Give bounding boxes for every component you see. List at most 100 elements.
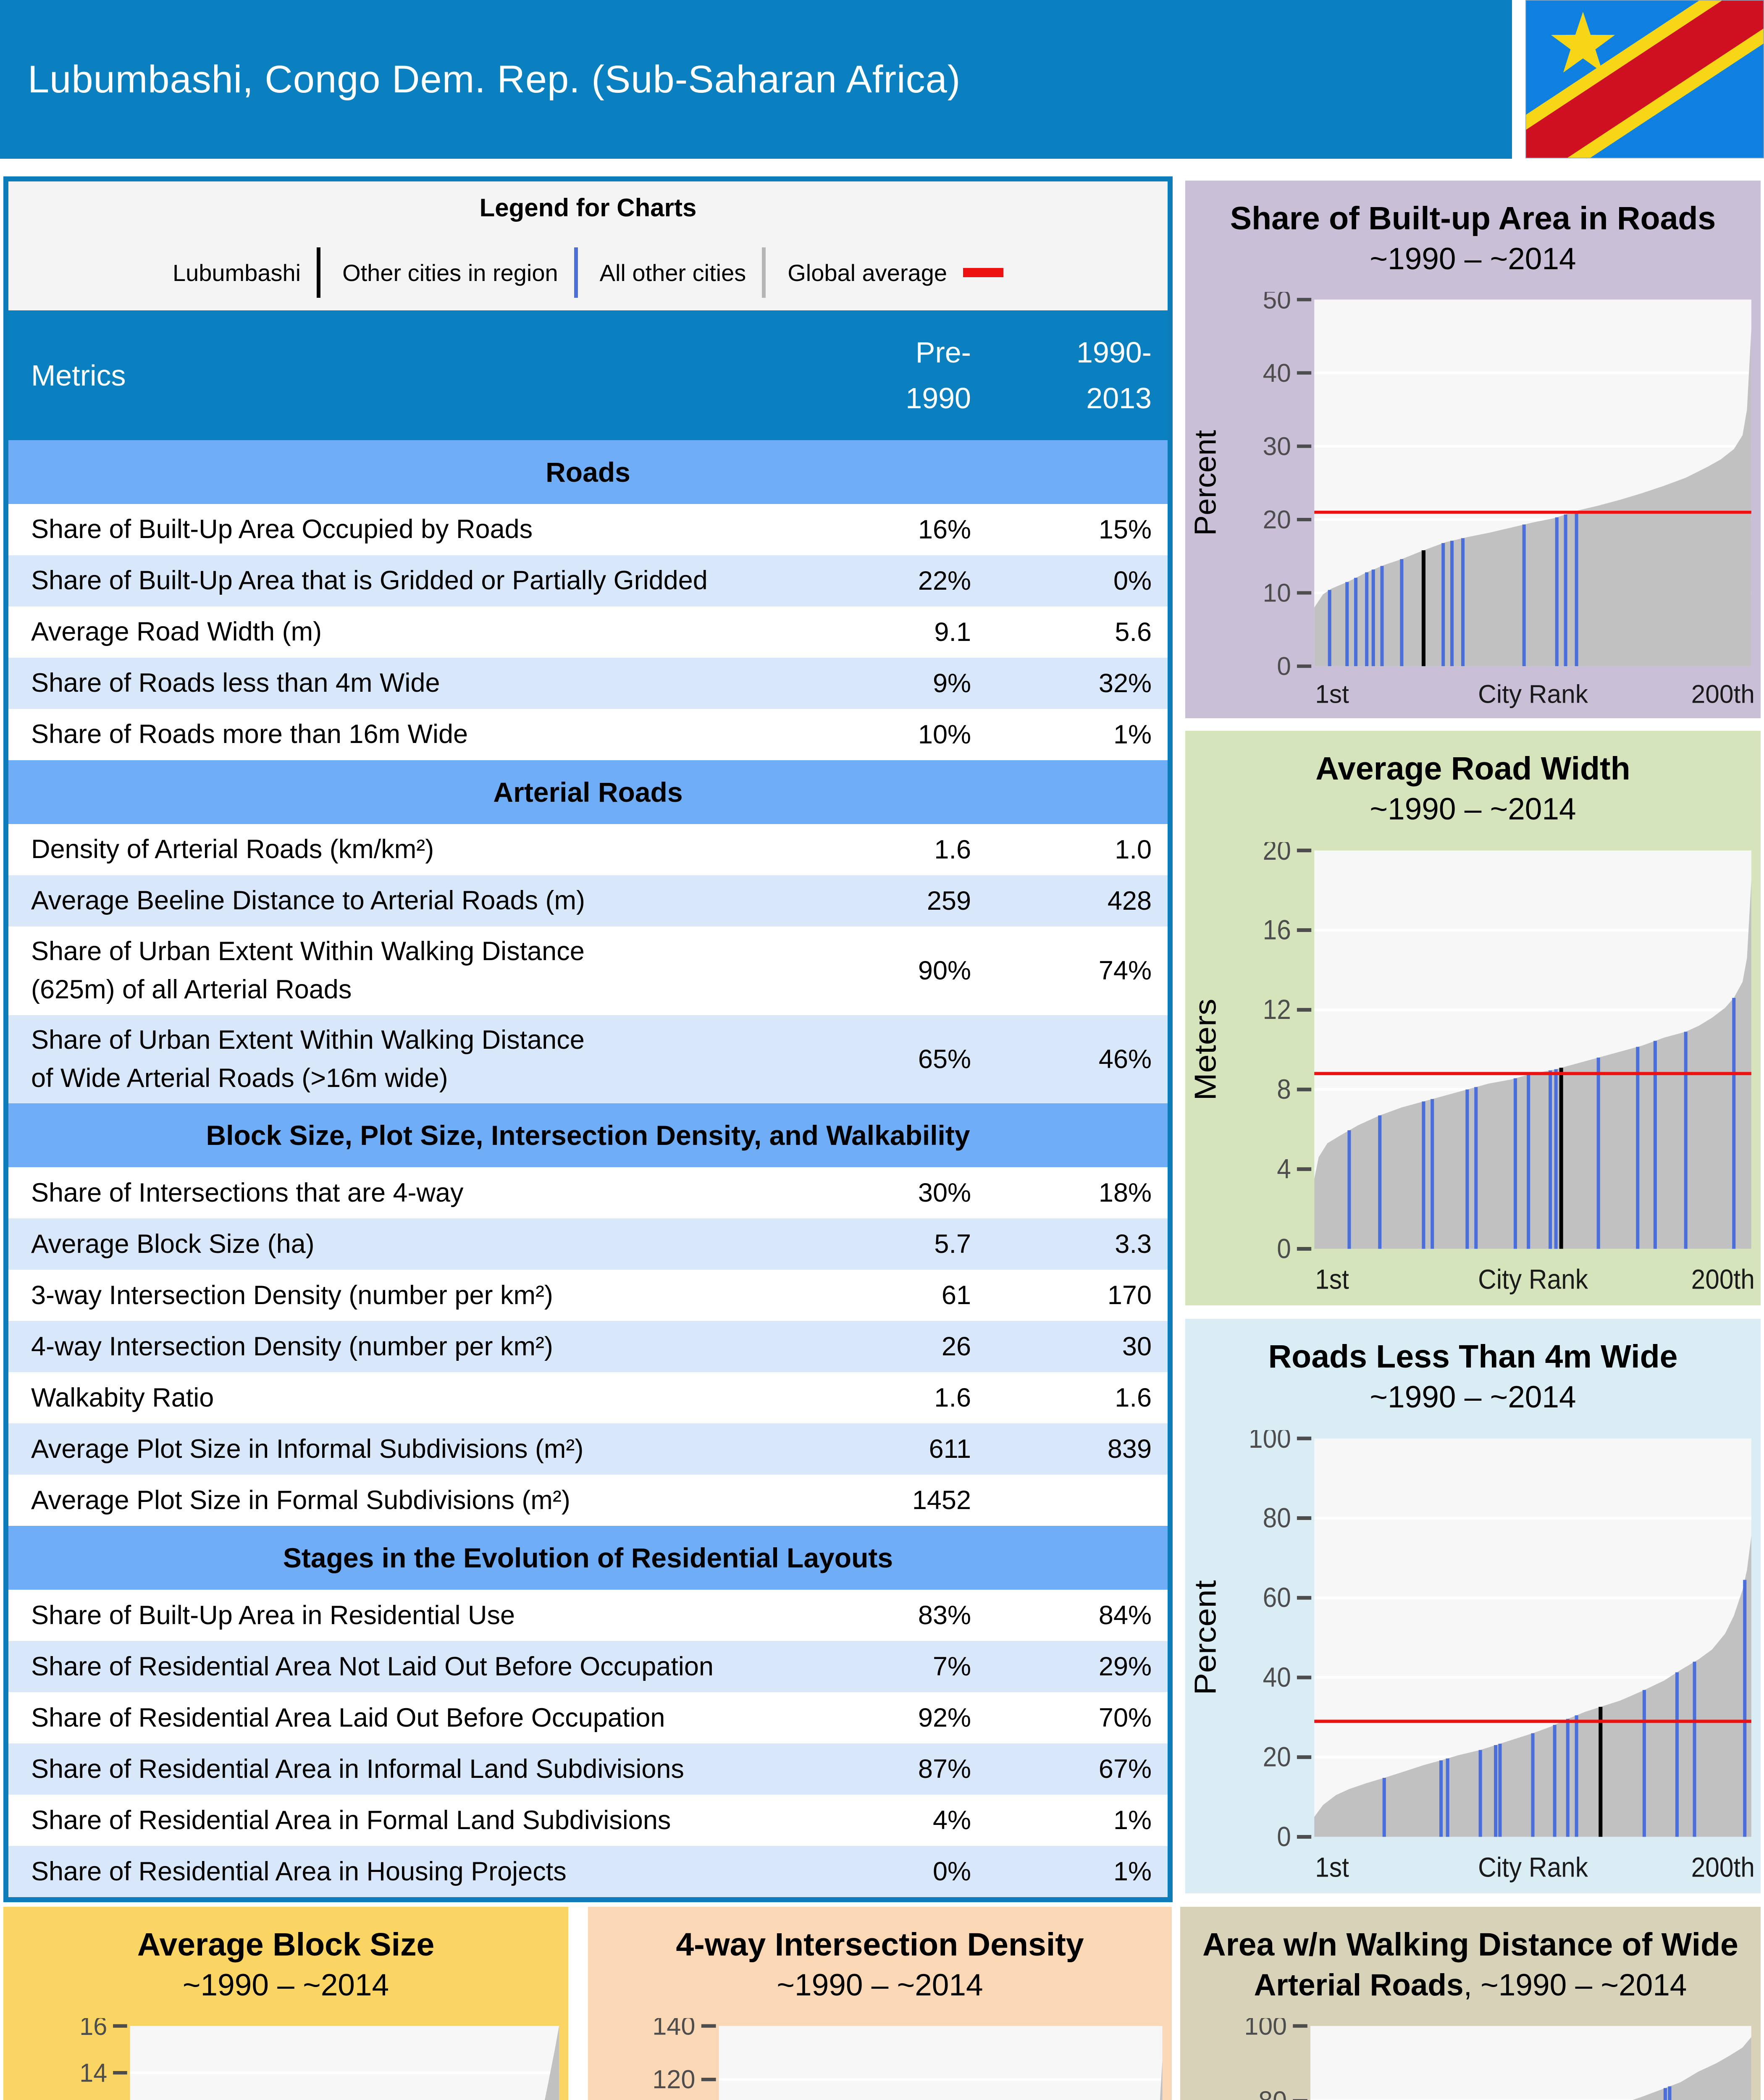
row-label: 3-way Intersection Density (number per k… [31,1280,553,1310]
table-row: Average Road Width (m) 9.1 5.6 [8,606,1168,658]
row-label: Density of Arterial Roads (km/km²) [31,835,434,864]
value-1990-2013: 15% [1098,515,1152,544]
chart-title-line1: Average Road Width [1315,751,1630,787]
row-label: Share of Built-Up Area that is Gridded o… [31,566,708,596]
header-bar: Lubumbashi, Congo Dem. Rep. (Sub-Saharan… [0,0,1512,159]
chart-subtitle: ~1990 – ~2014 [588,1966,1172,2006]
row-label: Share of Residential Area Laid Out Befor… [31,1703,665,1732]
table-row: Share of Roads more than 16m Wide 10% 1% [8,709,1168,760]
row-label: Share of Roads less than 4m Wide [31,668,440,698]
chart-average-block-size: Average Block Size~1990 – ~2014024681012… [3,1907,568,2100]
svg-text:100: 100 [1249,1430,1291,1454]
value-pre-1990: 87% [918,1754,971,1784]
row-label: Share of Built-Up Area in Residential Us… [31,1600,515,1630]
row-label: Share of Residential Area in Housing Pro… [31,1856,567,1886]
value-1990-2013: 1% [1113,720,1152,749]
svg-text:4: 4 [1277,1154,1291,1184]
black-bar-icon [317,247,321,298]
row-label: Share of Residential Area in Informal La… [31,1754,684,1784]
row-label: Walkabity Ratio [31,1383,214,1412]
table-row: 3-way Intersection Density (number per k… [8,1270,1168,1321]
legend-label: All other cities [599,259,746,286]
table-row: Density of Arterial Roads (km/km²) 1.6 1.0 [8,824,1168,875]
legend-label: Lubumbashi [172,259,301,286]
chart-title: 4-way Intersection Density ~1990 – ~2014 [588,1907,1172,2018]
chart-4way-intersection-density: 4-way Intersection Density~1990 – ~20140… [588,1907,1172,2100]
svg-text:14: 14 [79,2058,107,2087]
red-dash-icon [963,268,1004,277]
value-1990-2013: 84% [1098,1601,1152,1630]
chart-year-range: ~1990 – ~2014 [1370,1380,1576,1415]
chart-title: Average Road Width ~1990 – ~2014 [1185,731,1761,842]
legend-item-black-bar: Lubumbashi [172,247,321,298]
row-label: Share of Intersections that are 4-way [31,1178,464,1208]
value-pre-1990: 61 [941,1281,971,1310]
svg-text:10: 10 [1263,578,1291,607]
value-pre-1990: 259 [927,886,971,916]
legend-label: Global average [788,259,948,286]
value-1990-2013: 170 [1107,1281,1152,1310]
svg-text:200th: 200th [1691,1852,1755,1883]
table-row: 4-way Intersection Density (number per k… [8,1321,1168,1373]
chart-roads-less-than-4m-wide: Roads Less Than 4m Wide ~1990 – ~2014 0 20 4… [1185,1319,1761,1893]
svg-text:40: 40 [1263,1662,1291,1693]
row-label: Share of Roads more than 16m Wide [31,719,468,749]
svg-text:120: 120 [652,2065,695,2094]
table-row: Share of Urban Extent Within Walking Dis… [8,1015,1168,1104]
table-row: Average Plot Size in Informal Subdivisio… [8,1423,1168,1475]
table-row: Share of Roads less than 4m Wide 9% 32% [8,658,1168,709]
row-label: Average Beeline Distance to Arterial Roa… [31,886,585,916]
svg-text:80: 80 [1258,2086,1287,2100]
svg-text:200th: 200th [1691,1264,1755,1295]
blue-bar-icon [574,247,578,298]
section-header: Roads [8,440,1168,504]
chart-plot-area: 0 20 40 60 80 100 1st City Rank 200th Percent [1185,1430,1761,1893]
chart-plot-area: 0 10 20 30 40 50 1st City Rank 200th Percent [1185,292,1761,718]
chart-plot-area: 02468101214161stCity Rank200thHectares [3,2018,568,2100]
chart-plot-area: 0204060801001201401stCity Rank200thNumbe… [588,2018,1172,2100]
value-1990-2013: 1.0 [1115,835,1152,864]
table-row: Share of Residential Area Not Laid Out B… [8,1641,1168,1693]
chart-title: Area w/n Walking Distance of Wide Arteria… [1180,1907,1761,2018]
chart-subtitle: ~1990 – ~2014 [1185,1378,1761,1418]
chart-title-line1: Area w/n Walking Distance of Wide [1202,1927,1738,1963]
value-pre-1990: 16% [918,515,971,544]
value-pre-1990: 1.6 [934,835,971,864]
table-row: Share of Residential Area in Informal La… [8,1743,1168,1795]
chart-subtitle: ~1990 – ~2014 [1185,790,1761,830]
value-pre-1990: 65% [918,1045,971,1074]
svg-text:30: 30 [1263,432,1291,460]
svg-text:20: 20 [1263,1742,1291,1772]
legend-title: Legend for Charts [479,194,697,222]
value-pre-1990: 92% [918,1703,971,1733]
row-label: Average Road Width (m) [31,617,322,647]
svg-text:Percent: Percent [1189,1580,1223,1695]
value-pre-1990: 1452 [912,1486,971,1515]
star-icon [1551,12,1615,73]
row-label: Share of Residential Area Not Laid Out B… [31,1651,714,1681]
svg-text:8: 8 [1277,1074,1291,1105]
svg-text:City Rank: City Rank [1478,1852,1588,1883]
chart-year-range: , ~1990 – ~2014 [1463,1968,1687,2003]
row-label: Share of Built-Up Area Occupied by Roads [31,514,533,544]
svg-text:0: 0 [1277,1234,1291,1264]
svg-text:200th: 200th [1691,680,1755,708]
value-pre-1990: 26 [941,1332,971,1362]
value-1990-2013: 3.3 [1115,1229,1152,1259]
gray-bar-icon [762,247,766,298]
flag-congo-dem-rep-icon [1525,0,1764,158]
chart-average-road-width: Average Road Width ~1990 – ~2014 0 4 8 12 16 20… [1185,731,1761,1305]
chart-title-line1: Average Block Size [137,1927,435,1963]
value-1990-2013: 67% [1098,1754,1152,1784]
table-row: Walkabity Ratio 1.6 1.6 [8,1372,1168,1424]
1990-2013-column-label: 1990- 2013 [1076,336,1152,415]
chart-title-line1: Roads Less Than 4m Wide [1268,1339,1678,1375]
chart-share-builtup-area-in-roads: Share of Built-up Area in Roads ~1990 – ~… [1185,181,1761,718]
value-pre-1990: 9% [932,669,971,698]
value-pre-1990: 1.6 [934,1383,971,1413]
value-1990-2013: 46% [1098,1045,1152,1074]
value-1990-2013: 18% [1098,1178,1152,1208]
value-1990-2013: 32% [1098,669,1152,698]
row-label: 4-way Intersection Density (number per k… [31,1331,553,1361]
svg-text:0: 0 [1277,652,1291,680]
